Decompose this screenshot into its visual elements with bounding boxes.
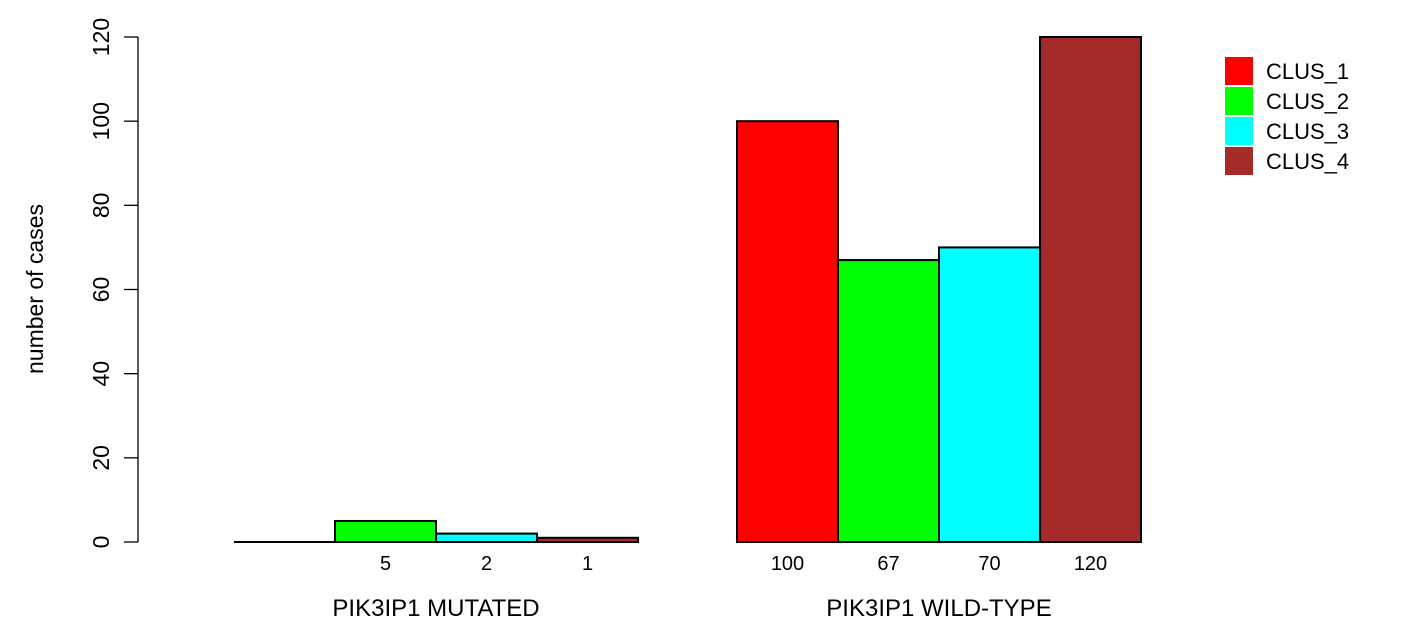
bar-clus-3 <box>938 246 1041 544</box>
legend-label: CLUS_4 <box>1266 149 1349 174</box>
bar-clus-2 <box>334 519 437 543</box>
group-label: PIK3IP1 WILD-TYPE <box>826 595 1051 622</box>
bar-clus-3 <box>435 532 538 543</box>
group-labels: PIK3IP1 MUTATED PIK3IP1 WILD-TYPE <box>332 595 1051 622</box>
bar-value-label: 120 <box>1074 553 1107 575</box>
group-label: PIK3IP1 MUTATED <box>332 595 539 622</box>
bar-value-label: 1 <box>582 553 593 575</box>
y-tick-label: 40 <box>88 361 114 387</box>
y-tick-label: 120 <box>88 18 114 56</box>
y-tick-label: 20 <box>88 445 114 471</box>
bar-value-label: 2 <box>481 553 492 575</box>
legend: CLUS_1 CLUS_2 CLUS_3 CLUS_4 <box>1225 57 1349 175</box>
bar-clus-1 <box>736 120 839 544</box>
y-tick-label: 0 <box>88 536 114 549</box>
y-tick-label: 100 <box>88 102 114 140</box>
bar-clus-4 <box>1039 36 1142 543</box>
legend-swatch <box>1225 87 1253 115</box>
y-tick-label: 80 <box>88 193 114 219</box>
bar-value-labels: 5 2 1 100 67 70 120 <box>380 553 1107 575</box>
bar-value-label: 67 <box>877 553 899 575</box>
bar-clus-4 <box>536 536 639 544</box>
legend-swatch <box>1225 147 1253 175</box>
bar-value-label: 70 <box>978 553 1000 575</box>
bars <box>234 36 1142 544</box>
legend-label: CLUS_1 <box>1266 59 1349 84</box>
legend-label: CLUS_2 <box>1266 89 1349 114</box>
y-tick-label: 60 <box>88 277 114 303</box>
bar-value-label: 5 <box>380 553 391 575</box>
legend-swatch <box>1225 57 1253 85</box>
legend-label: CLUS_3 <box>1266 119 1349 144</box>
bar-value-label: 100 <box>771 553 804 575</box>
y-axis: 0 20 40 60 80 100 120 <box>88 18 139 549</box>
y-axis-label: number of cases <box>22 204 48 374</box>
legend-swatch <box>1225 117 1253 145</box>
bar-clus-2 <box>837 259 940 543</box>
